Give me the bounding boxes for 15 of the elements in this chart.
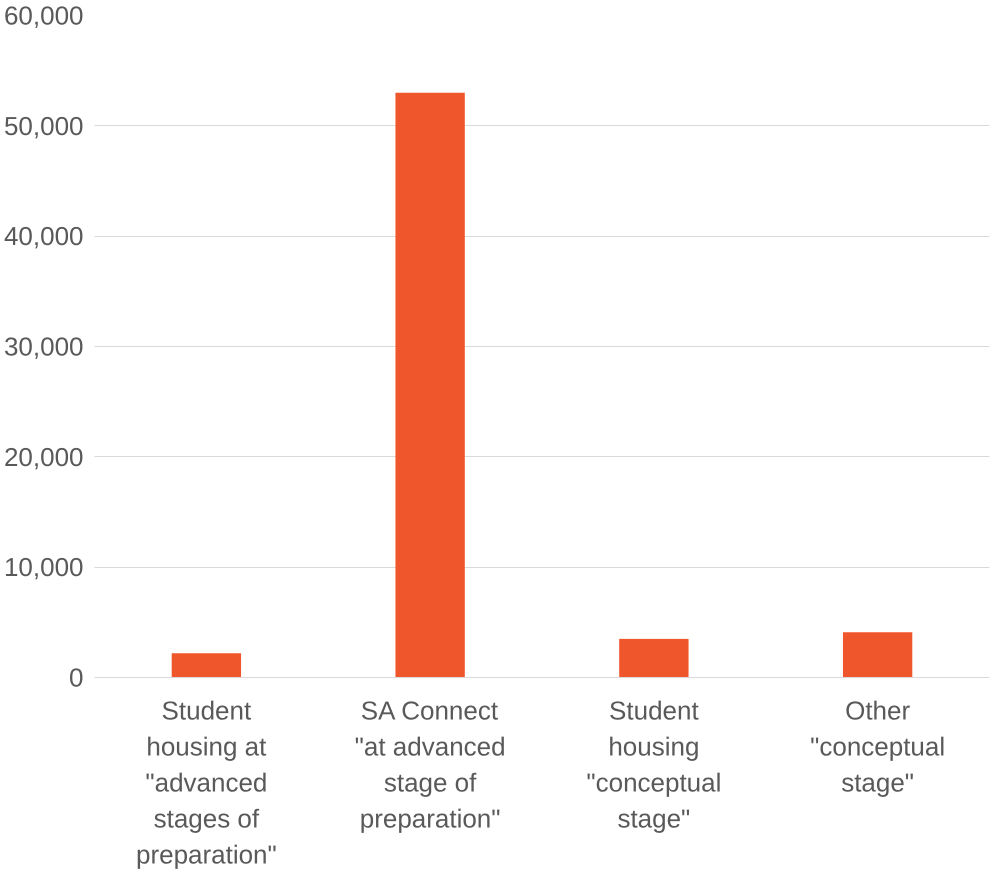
x-tick-label: Student housing at "advanced stages of preparation" xyxy=(136,696,277,870)
bar xyxy=(619,638,689,678)
x-tick-label: Other "conceptual stage" xyxy=(810,696,946,798)
y-tick-label: 60,000 xyxy=(4,0,84,30)
y-tick-label: 0 xyxy=(69,662,84,692)
bar xyxy=(395,92,465,678)
y-tick-label: 40,000 xyxy=(4,221,84,252)
y-tick-label: 20,000 xyxy=(4,442,84,472)
y-tick-label: 30,000 xyxy=(4,332,84,362)
bar xyxy=(172,653,242,678)
x-tick-label: SA Connect "at advanced stage of preparation" xyxy=(354,696,506,834)
bar xyxy=(842,632,912,678)
y-tick-label: 10,000 xyxy=(4,552,84,582)
x-tick-label: Student housing "conceptual stage" xyxy=(586,696,722,834)
y-tick-label: 50,000 xyxy=(4,110,84,141)
